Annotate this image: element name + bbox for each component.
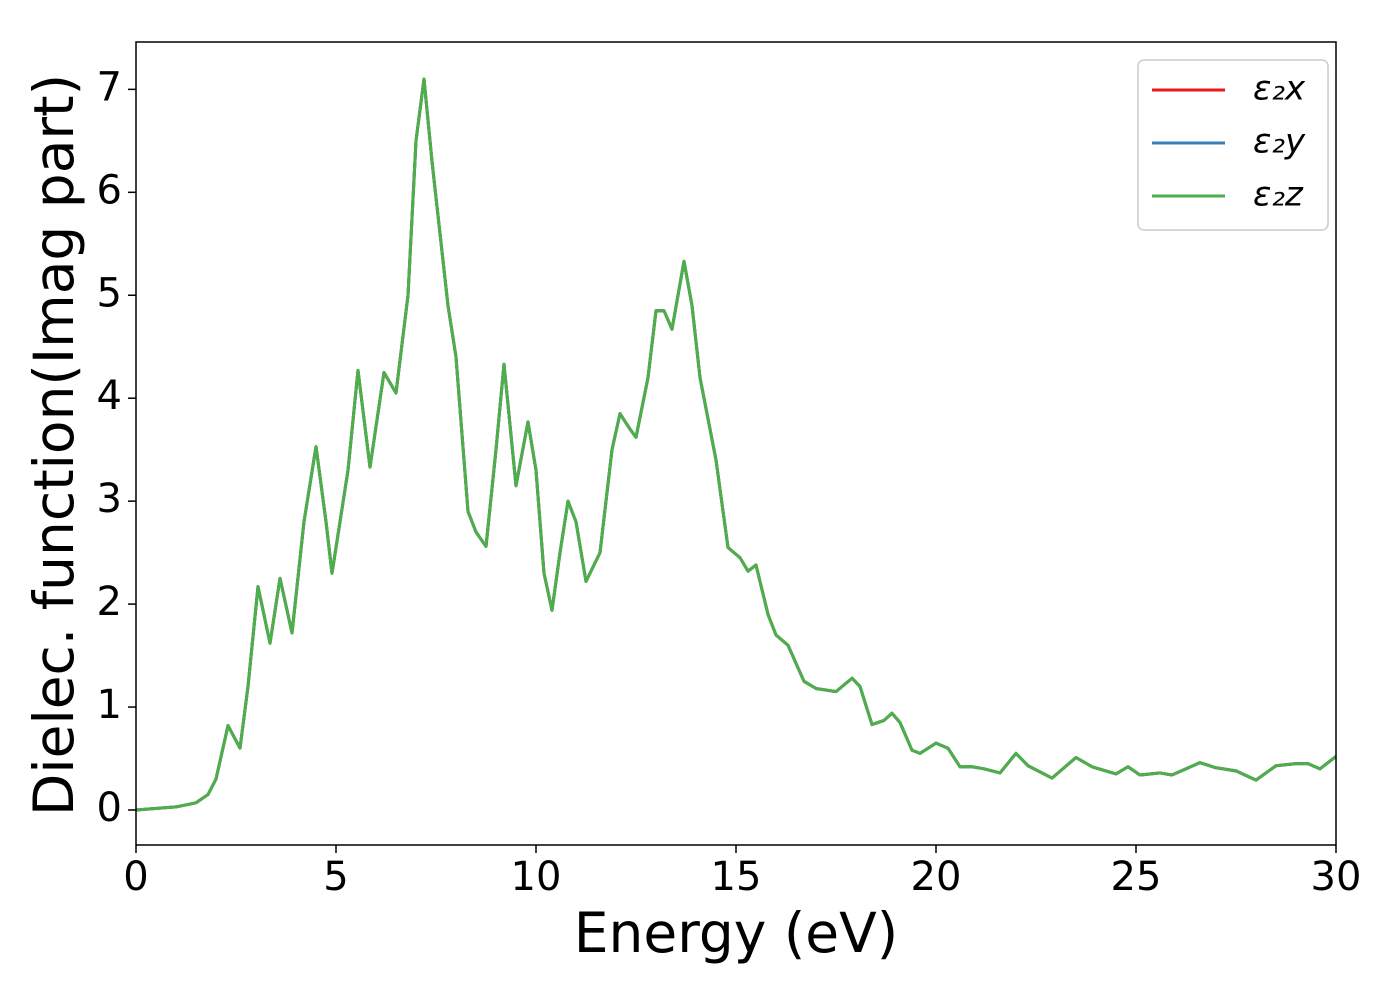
legend-label: ε₂x — [1253, 69, 1306, 109]
legend-label: ε₂z — [1253, 175, 1304, 215]
y-tick-label: 2 — [97, 579, 122, 625]
x-tick-label: 0 — [123, 854, 148, 900]
x-tick-label: 10 — [511, 854, 562, 900]
y-tick-label: 3 — [97, 476, 122, 522]
y-tick-label: 6 — [97, 167, 122, 213]
x-tick-label: 5 — [323, 854, 348, 900]
plot-frame — [135, 41, 1337, 846]
x-tick-label: 30 — [1311, 854, 1362, 900]
x-tick-label: 25 — [1111, 854, 1162, 900]
y-tick-label: 7 — [97, 64, 122, 110]
y-axis-label: Dielec. function(Imag part) — [22, 74, 86, 816]
y-tick-label: 0 — [97, 785, 122, 831]
y-tick-label: 5 — [97, 270, 122, 316]
series-line — [135, 77, 1337, 812]
x-tick-label: 20 — [911, 854, 962, 900]
x-tick-label: 15 — [711, 854, 762, 900]
y-tick-label: 1 — [97, 682, 122, 728]
x-axis-label: Energy (eV) — [574, 901, 898, 965]
legend-label: ε₂y — [1253, 122, 1306, 162]
y-tick-label: 4 — [97, 373, 122, 419]
legend-box — [1137, 59, 1329, 231]
